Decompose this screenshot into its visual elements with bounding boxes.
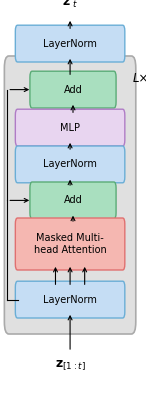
FancyBboxPatch shape — [15, 25, 125, 62]
FancyBboxPatch shape — [30, 182, 116, 219]
Text: $\mathbf{z}_{[1:t]}$: $\mathbf{z}_{[1:t]}$ — [55, 359, 86, 373]
Text: LayerNorm: LayerNorm — [43, 294, 97, 305]
Text: L×: L× — [133, 72, 146, 85]
FancyBboxPatch shape — [15, 218, 125, 270]
Text: Masked Multi-
head Attention: Masked Multi- head Attention — [34, 233, 106, 255]
Text: Add: Add — [64, 84, 82, 94]
Text: MLP: MLP — [60, 122, 80, 132]
FancyBboxPatch shape — [15, 281, 125, 318]
Text: Add: Add — [64, 196, 82, 206]
Text: LayerNorm: LayerNorm — [43, 159, 97, 169]
Text: $\mathbf{z}'_t$: $\mathbf{z}'_t$ — [62, 0, 78, 10]
FancyBboxPatch shape — [30, 71, 116, 108]
FancyBboxPatch shape — [15, 109, 125, 146]
FancyBboxPatch shape — [15, 146, 125, 183]
Text: LayerNorm: LayerNorm — [43, 39, 97, 49]
FancyBboxPatch shape — [4, 56, 136, 334]
